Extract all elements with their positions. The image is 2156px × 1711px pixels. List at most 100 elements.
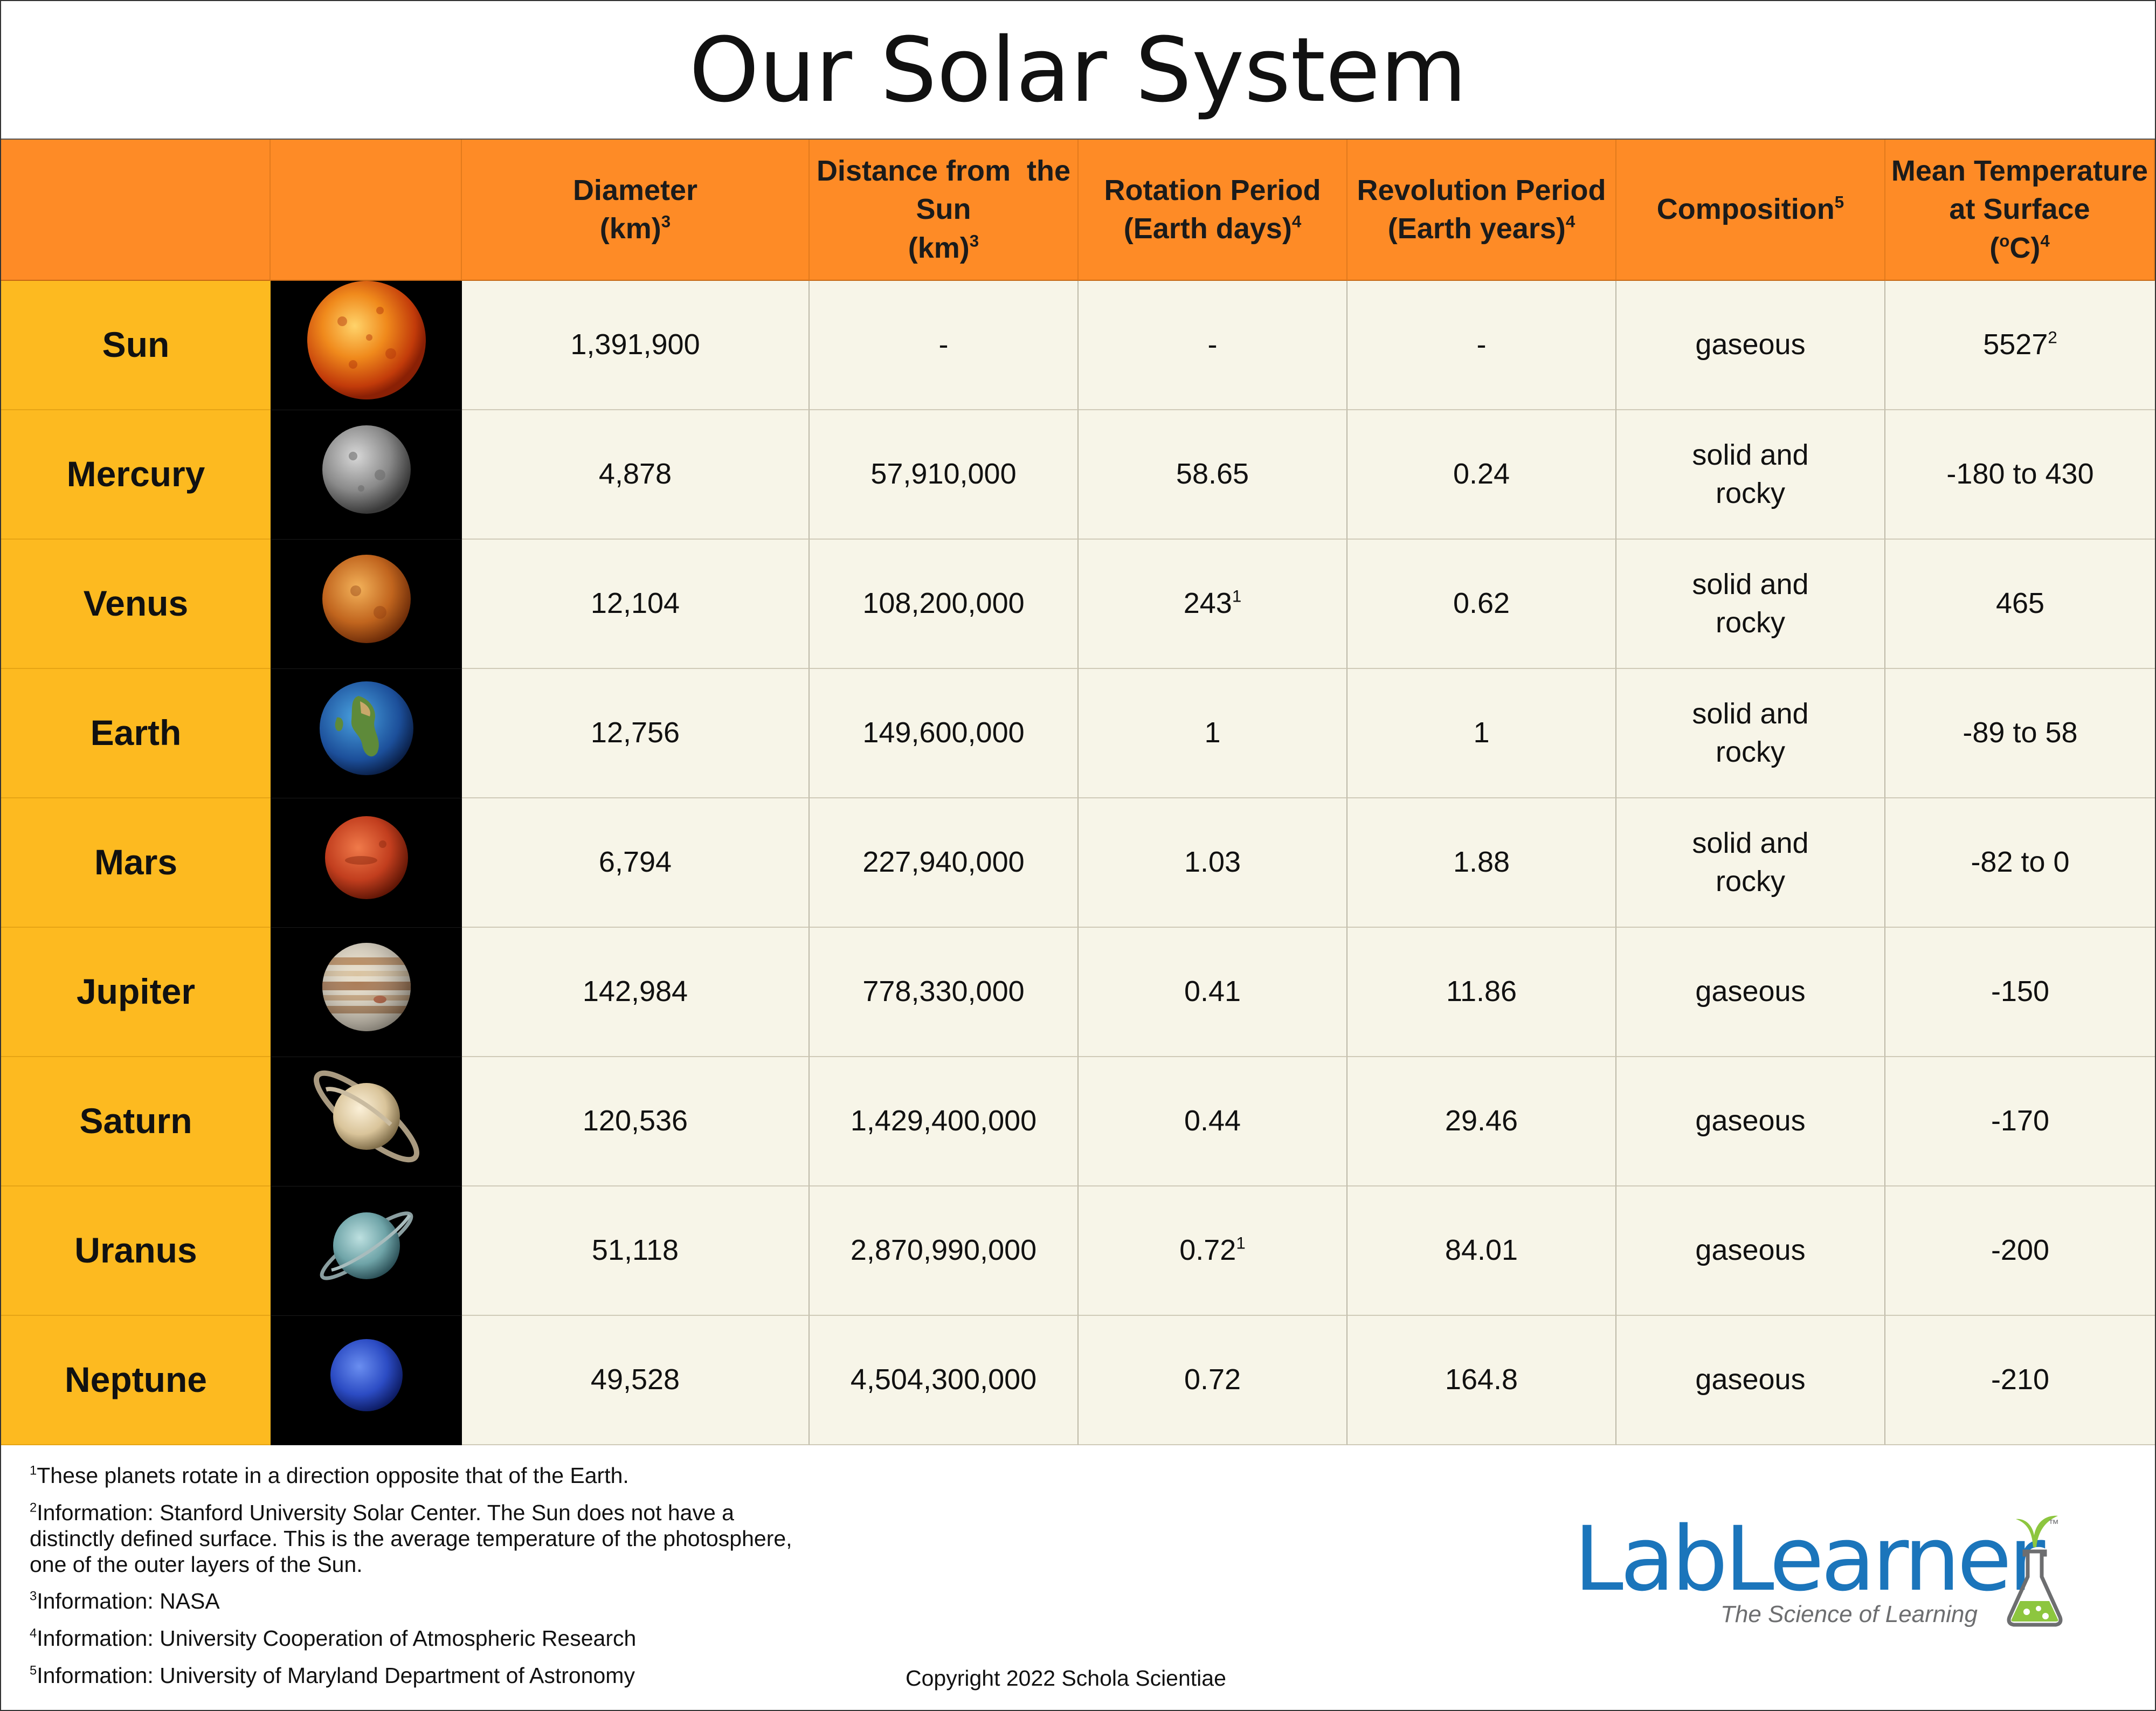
footnote-2: 2Information: Stanford University Solar …: [30, 1500, 792, 1577]
revolution-value: 84.01: [1348, 1186, 1616, 1316]
composition-value: solid and rocky: [1616, 669, 1885, 798]
temperature-value: -210: [1885, 1316, 2155, 1445]
temperature-value: -170: [1885, 1057, 2155, 1186]
table-row: Earth 12,756 149,600,000 1 1 solid and rocky -…: [1, 669, 2155, 798]
table-row: Mercury 4,878 57,910,000 58.65 0.24 solid and…: [1, 410, 2155, 540]
planet-name-venus: Venus: [1, 540, 271, 669]
composition-value: gaseous: [1616, 1057, 1885, 1186]
composition-value: gaseous: [1616, 928, 1885, 1057]
diameter-value: 51,118: [462, 1186, 810, 1316]
composition-value: gaseous: [1616, 281, 1885, 410]
revolution-value: 0.62: [1348, 540, 1616, 669]
diameter-value: 4,878: [462, 410, 810, 540]
footnote-3: 3Information: NASA: [30, 1589, 220, 1613]
planet-name-mercury: Mercury: [1, 410, 271, 540]
diameter-value: 1,391,900: [462, 281, 810, 410]
revolution-value: 164.8: [1348, 1316, 1616, 1445]
composition-value: solid and rocky: [1616, 798, 1885, 928]
header-distance: Distance from the Sun (km)3: [810, 140, 1079, 281]
revolution-value: 1: [1348, 669, 1616, 798]
revolution-value: -: [1348, 281, 1616, 410]
lablearner-logo: LabLearner The Science of Learning ™: [1574, 1515, 2070, 1633]
venus-icon: [321, 553, 412, 654]
planet-name-neptune: Neptune: [1, 1316, 271, 1445]
copyright-text: Copyright 2022 Schola Scientiae: [906, 1666, 1226, 1691]
planet-name-sun: Sun: [1, 281, 271, 410]
header-revolution-period: Revolution Period (Earth years)4: [1348, 140, 1616, 281]
table-row: Sun 1,391,900- - - gaseous 55272: [1, 281, 2155, 410]
revolution-value: 0.24: [1348, 410, 1616, 540]
logo-wordmark: LabLearner: [1574, 1507, 2045, 1611]
table-row: Neptune 49,528 4,504,300,000 0.72 164.8 gaseo…: [1, 1316, 2155, 1445]
header-rotation-period: Rotation Period (Earth days)4: [1079, 140, 1348, 281]
footnote-1: 1These planets rotate in a direction opp…: [30, 1463, 629, 1488]
temperature-value: -89 to 58: [1885, 669, 2155, 798]
temperature-value: -150: [1885, 928, 2155, 1057]
planet-image-saturn: [271, 1057, 462, 1186]
uranus-icon: [310, 1189, 423, 1312]
planet-name-uranus: Uranus: [1, 1186, 271, 1316]
revolution-value: 29.46: [1348, 1057, 1616, 1186]
page-title: Our Solar System: [1, 1, 2155, 140]
footnote-4: 4Information: University Cooperation of …: [30, 1626, 637, 1651]
saturn-icon: [299, 1049, 434, 1193]
header-diameter: Diameter (km)3: [462, 140, 810, 281]
revolution-value: 11.86: [1348, 928, 1616, 1057]
composition-value: solid and rocky: [1616, 540, 1885, 669]
footnote-5: 5Information: University of Maryland Dep…: [30, 1663, 635, 1688]
table-row: Venus 12,104 108,200,000 2431 0.62 solid and …: [1, 540, 2155, 669]
table-row: Uranus 51,118 2,870,990,000 0.721 84.01 gaseo…: [1, 1186, 2155, 1316]
distance-value: 108,200,000: [810, 540, 1079, 669]
temperature-value: -82 to 0: [1885, 798, 2155, 928]
temperature-value: -200: [1885, 1186, 2155, 1316]
distance-value: 2,870,990,000: [810, 1186, 1079, 1316]
mars-icon: [323, 815, 410, 910]
planet-image-sun: [271, 281, 462, 410]
table-header-row: Diameter (km)3 Distance from the Sun (km)3 …: [1, 140, 2155, 281]
planet-image-mercury: [271, 410, 462, 540]
jupiter-icon: [321, 941, 412, 1043]
temperature-value: -180 to 430: [1885, 410, 2155, 540]
solar-system-table: Diameter (km)3 Distance from the Sun (km)3 …: [1, 140, 2155, 1445]
earth-icon: [318, 680, 415, 786]
rotation-value: 1.03: [1079, 798, 1348, 928]
rotation-value: 0.721: [1079, 1186, 1348, 1316]
logo-tagline: The Science of Learning: [1720, 1601, 1978, 1627]
diameter-value: 142,984: [462, 928, 810, 1057]
distance-value: -: [810, 281, 1079, 410]
distance-value: 4,504,300,000: [810, 1316, 1079, 1445]
diameter-value: 12,756: [462, 669, 810, 798]
diameter-value: 12,104: [462, 540, 810, 669]
composition-value: solid and rocky: [1616, 410, 1885, 540]
rotation-value: 2431: [1079, 540, 1348, 669]
rotation-value: -: [1079, 281, 1348, 410]
rotation-value: 0.72: [1079, 1316, 1348, 1445]
header-planet-image: [271, 140, 462, 281]
planet-name-jupiter: Jupiter: [1, 928, 271, 1057]
planet-name-saturn: Saturn: [1, 1057, 271, 1186]
distance-value: 57,910,000: [810, 410, 1079, 540]
planet-name-earth: Earth: [1, 669, 271, 798]
rotation-value: 1: [1079, 669, 1348, 798]
distance-value: 149,600,000: [810, 669, 1079, 798]
diameter-value: 49,528: [462, 1316, 810, 1445]
neptune-icon: [329, 1337, 404, 1423]
composition-value: gaseous: [1616, 1316, 1885, 1445]
planet-image-mars: [271, 798, 462, 928]
revolution-value: 1.88: [1348, 798, 1616, 928]
rotation-value: 0.41: [1079, 928, 1348, 1057]
mercury-icon: [321, 424, 412, 525]
table-row: Jupiter 142,984 778,330,000 0.41 11.86 gaseou…: [1, 928, 2155, 1057]
planet-image-neptune: [271, 1316, 462, 1445]
diameter-value: 6,794: [462, 798, 810, 928]
flask-sprout-icon: [2007, 1515, 2063, 1627]
header-planet-name: [1, 140, 271, 281]
header-mean-temperature: Mean Temperature at Surface (oC)4: [1885, 140, 2155, 281]
sun-icon: [305, 278, 429, 412]
distance-value: 778,330,000: [810, 928, 1079, 1057]
temperature-value: 465: [1885, 540, 2155, 669]
distance-value: 227,940,000: [810, 798, 1079, 928]
planet-image-earth: [271, 669, 462, 798]
table-row: Mars 6,794 227,940,000 1.03 1.88 solid and ro…: [1, 798, 2155, 928]
distance-value: 1,429,400,000: [810, 1057, 1079, 1186]
